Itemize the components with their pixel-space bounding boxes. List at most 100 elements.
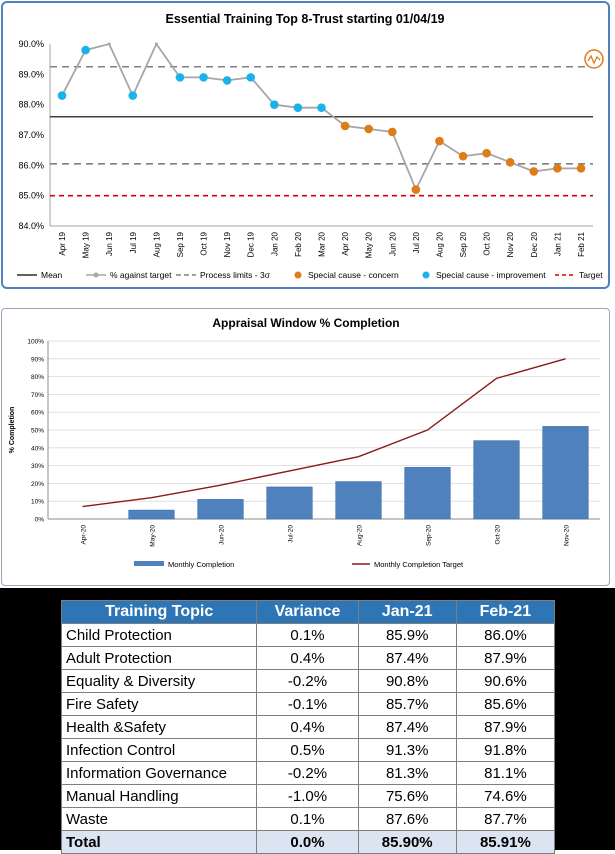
legend-label: Special cause - improvement	[436, 270, 546, 280]
legend-label: Target	[579, 270, 603, 280]
value-cell: 87.6%	[357, 807, 457, 831]
column-header: Jan-21	[357, 600, 457, 624]
y-tick-label: 86.0%	[18, 160, 44, 170]
data-point	[107, 42, 111, 46]
data-point	[199, 73, 208, 82]
x-tick-label: Aug-20	[357, 525, 364, 546]
value-cell: 87.4%	[357, 715, 457, 739]
legend-label: Monthly Completion	[168, 560, 234, 569]
value-cell: 81.1%	[455, 761, 556, 785]
data-point	[293, 103, 303, 112]
value-cell: 0.5%	[256, 738, 359, 762]
value-cell: 87.7%	[455, 807, 556, 831]
legend-swatch-bar	[134, 561, 164, 566]
x-tick-label: Oct 20	[483, 231, 492, 255]
y-tick-label: 0%	[35, 517, 45, 524]
value-cell: 86.0%	[455, 623, 556, 647]
spc-variation-icon	[584, 49, 604, 69]
x-tick-label: Mar 20	[318, 231, 327, 256]
y-tick-label: 40%	[31, 445, 44, 452]
table-row: Information Governance -0.2% 81.3% 81.1%	[60, 761, 556, 785]
legend-label: % against target	[110, 270, 172, 280]
spc-chart-panel: Essential Training Top 8-Trust starting …	[1, 1, 610, 289]
value-cell: 74.6%	[455, 784, 556, 808]
value-cell: 0.4%	[256, 715, 359, 739]
table-row: Waste 0.1% 87.6% 87.7%	[60, 807, 556, 831]
x-tick-label: Jan 20	[270, 231, 279, 256]
table-row: Child Protection 0.1% 85.9% 86.0%	[60, 623, 556, 647]
topic-cell: Total	[60, 830, 258, 854]
value-cell: 85.6%	[455, 692, 556, 716]
x-tick-label: Aug 19	[152, 231, 161, 257]
y-tick-label: 87.0%	[18, 130, 44, 140]
x-tick-label: Jun 19	[105, 231, 114, 256]
topic-cell: Health &Safety	[60, 715, 258, 739]
table-row: Infection Control 0.5% 91.3% 91.8%	[60, 738, 556, 762]
x-tick-label: May-20	[150, 525, 157, 547]
total-row: Total 0.0% 85.90% 85.91%	[60, 830, 556, 854]
data-point	[458, 151, 468, 161]
x-tick-label: Feb 21	[577, 231, 586, 256]
bar	[404, 467, 451, 520]
value-cell: 90.6%	[455, 669, 556, 693]
x-tick-label: Apr 19	[58, 231, 67, 255]
value-cell: -0.2%	[256, 761, 359, 785]
data-point	[175, 73, 185, 82]
bar	[335, 481, 382, 520]
value-cell: 90.8%	[357, 669, 457, 693]
x-tick-label: Jul 20	[412, 231, 421, 253]
column-header: Variance	[256, 600, 359, 624]
x-tick-label: May 20	[365, 231, 374, 258]
value-cell: 87.9%	[455, 715, 556, 739]
x-tick-label: Aug 20	[435, 231, 444, 257]
bar	[128, 509, 175, 520]
topic-cell: Information Governance	[60, 761, 258, 785]
x-tick-label: May 19	[82, 231, 91, 258]
data-point	[128, 91, 138, 100]
y-tick-label: 80%	[31, 374, 44, 381]
x-tick-label: Jul-20	[288, 525, 295, 543]
value-cell: 87.9%	[455, 646, 556, 670]
data-point	[246, 73, 256, 82]
value-cell: 85.90%	[357, 830, 457, 854]
data-point	[435, 136, 444, 146]
y-tick-label: 20%	[31, 481, 44, 488]
topic-cell: Fire Safety	[60, 692, 258, 716]
x-tick-label: Dec 20	[530, 231, 539, 257]
y-tick-label: 50%	[31, 428, 44, 435]
y-tick-label: 30%	[31, 463, 44, 470]
value-cell: 0.4%	[256, 646, 359, 670]
x-tick-label: Oct 19	[200, 231, 209, 255]
appraisal-chart-panel: Appraisal Window % Completion 0% 10% 20% 30%…	[1, 308, 610, 586]
bar	[473, 440, 520, 520]
topic-cell: Waste	[60, 807, 258, 831]
table-row: Manual Handling -1.0% 75.6% 74.6%	[60, 784, 556, 808]
data-point	[270, 100, 279, 109]
chart-title: Appraisal Window % Completion	[212, 316, 399, 330]
chart-title: Essential Training Top 8-Trust starting …	[165, 12, 444, 26]
y-tick-label: 100%	[27, 339, 44, 346]
y-tick-label: 89.0%	[18, 69, 44, 79]
data-point	[364, 124, 373, 134]
spc-variation-icon-line	[587, 54, 601, 65]
x-tick-label: Feb 20	[294, 231, 303, 256]
x-tick-label: Nov-20	[564, 525, 571, 546]
value-cell: 85.7%	[357, 692, 457, 716]
x-tick-label: Oct-20	[495, 525, 502, 545]
x-tick-label: Jun-20	[219, 525, 226, 545]
x-tick-label: Sep 19	[176, 231, 185, 257]
spc-chart: Essential Training Top 8-Trust starting …	[17, 12, 604, 280]
bar	[542, 426, 589, 520]
value-cell: 81.3%	[357, 761, 457, 785]
data-point	[222, 76, 232, 85]
value-cell: 0.1%	[256, 807, 359, 831]
data-point	[154, 42, 158, 46]
x-tick-label: Sep-20	[426, 525, 433, 546]
data-point	[482, 148, 491, 158]
topic-cell: Equality & Diversity	[60, 669, 258, 693]
y-tick-label: 90%	[31, 356, 44, 363]
table-row: Fire Safety -0.1% 85.7% 85.6%	[60, 692, 556, 716]
table-header-row: Training Topic Variance Jan-21 Feb-21	[60, 600, 556, 624]
x-tick-label: Apr-20	[81, 525, 88, 545]
bar	[197, 499, 244, 520]
